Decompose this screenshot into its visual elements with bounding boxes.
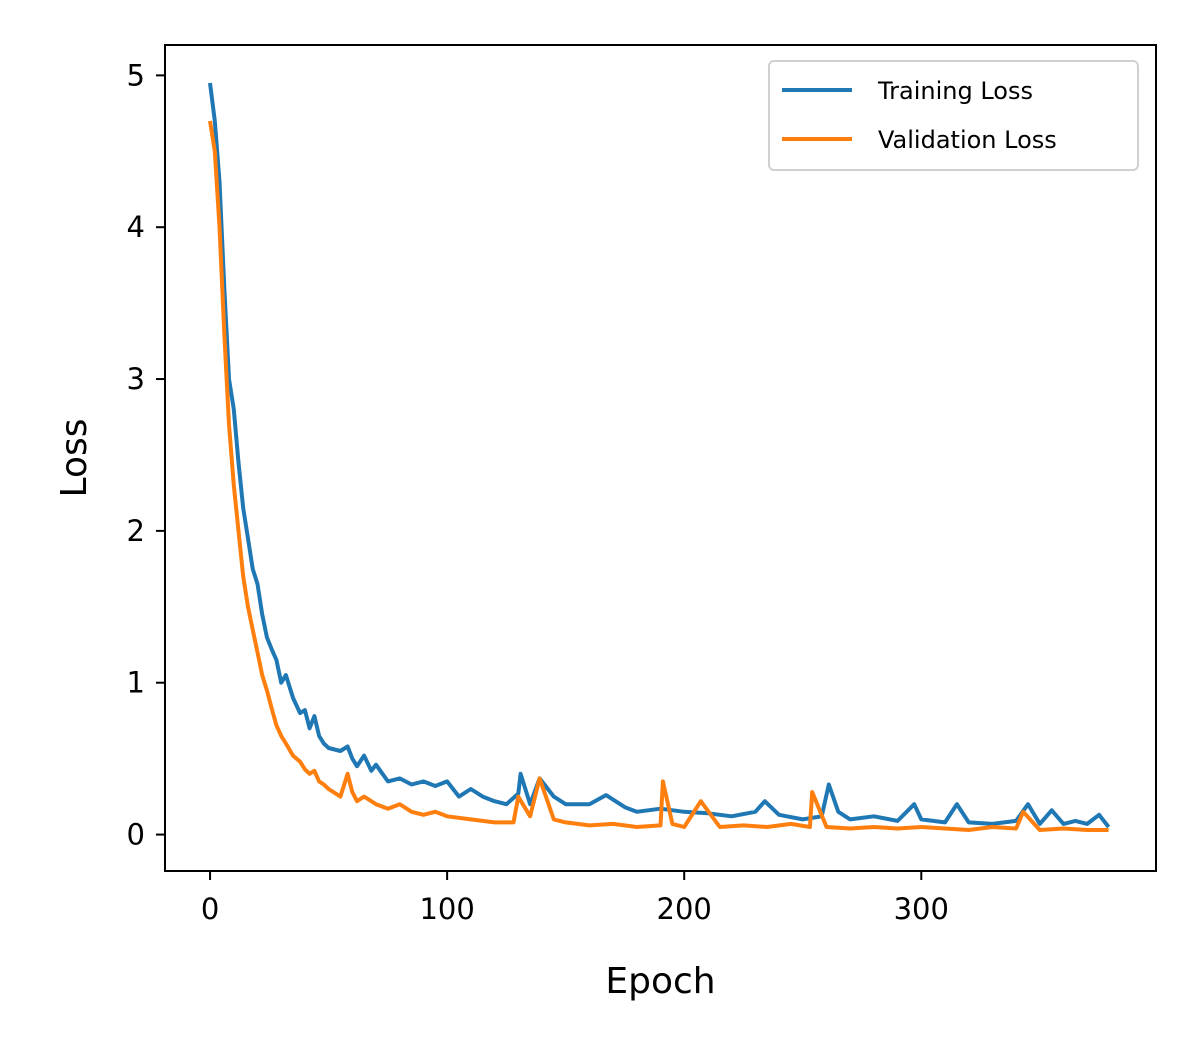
series-line-validation-loss (208, 120, 1109, 832)
axes: 0 100 200 300 0 1 2 3 4 5 Epoch Loss (54, 44, 1157, 1002)
plot-area (208, 82, 1111, 832)
y-axis-title: Loss (54, 419, 95, 498)
series-line-training-loss (208, 82, 1111, 829)
y-tick-label: 0 (127, 818, 145, 852)
y-tick-label: 2 (127, 514, 145, 548)
y-tick-label: 1 (127, 666, 145, 700)
y-tick-label: 5 (127, 58, 145, 92)
legend-label: Training Loss (877, 77, 1033, 105)
y-tick-label: 4 (127, 210, 145, 244)
x-tick-label: 0 (201, 892, 219, 926)
legend: Training Loss Validation Loss (768, 60, 1139, 171)
x-axis-title: Epoch (605, 961, 715, 1002)
legend-label: Validation Loss (878, 126, 1057, 154)
x-tick-label: 200 (657, 892, 712, 926)
axes-frame (164, 44, 1157, 872)
legend-box (768, 60, 1139, 171)
x-tick-label: 100 (419, 892, 474, 926)
x-tick-label: 300 (894, 892, 949, 926)
y-tick-label: 3 (127, 362, 145, 396)
